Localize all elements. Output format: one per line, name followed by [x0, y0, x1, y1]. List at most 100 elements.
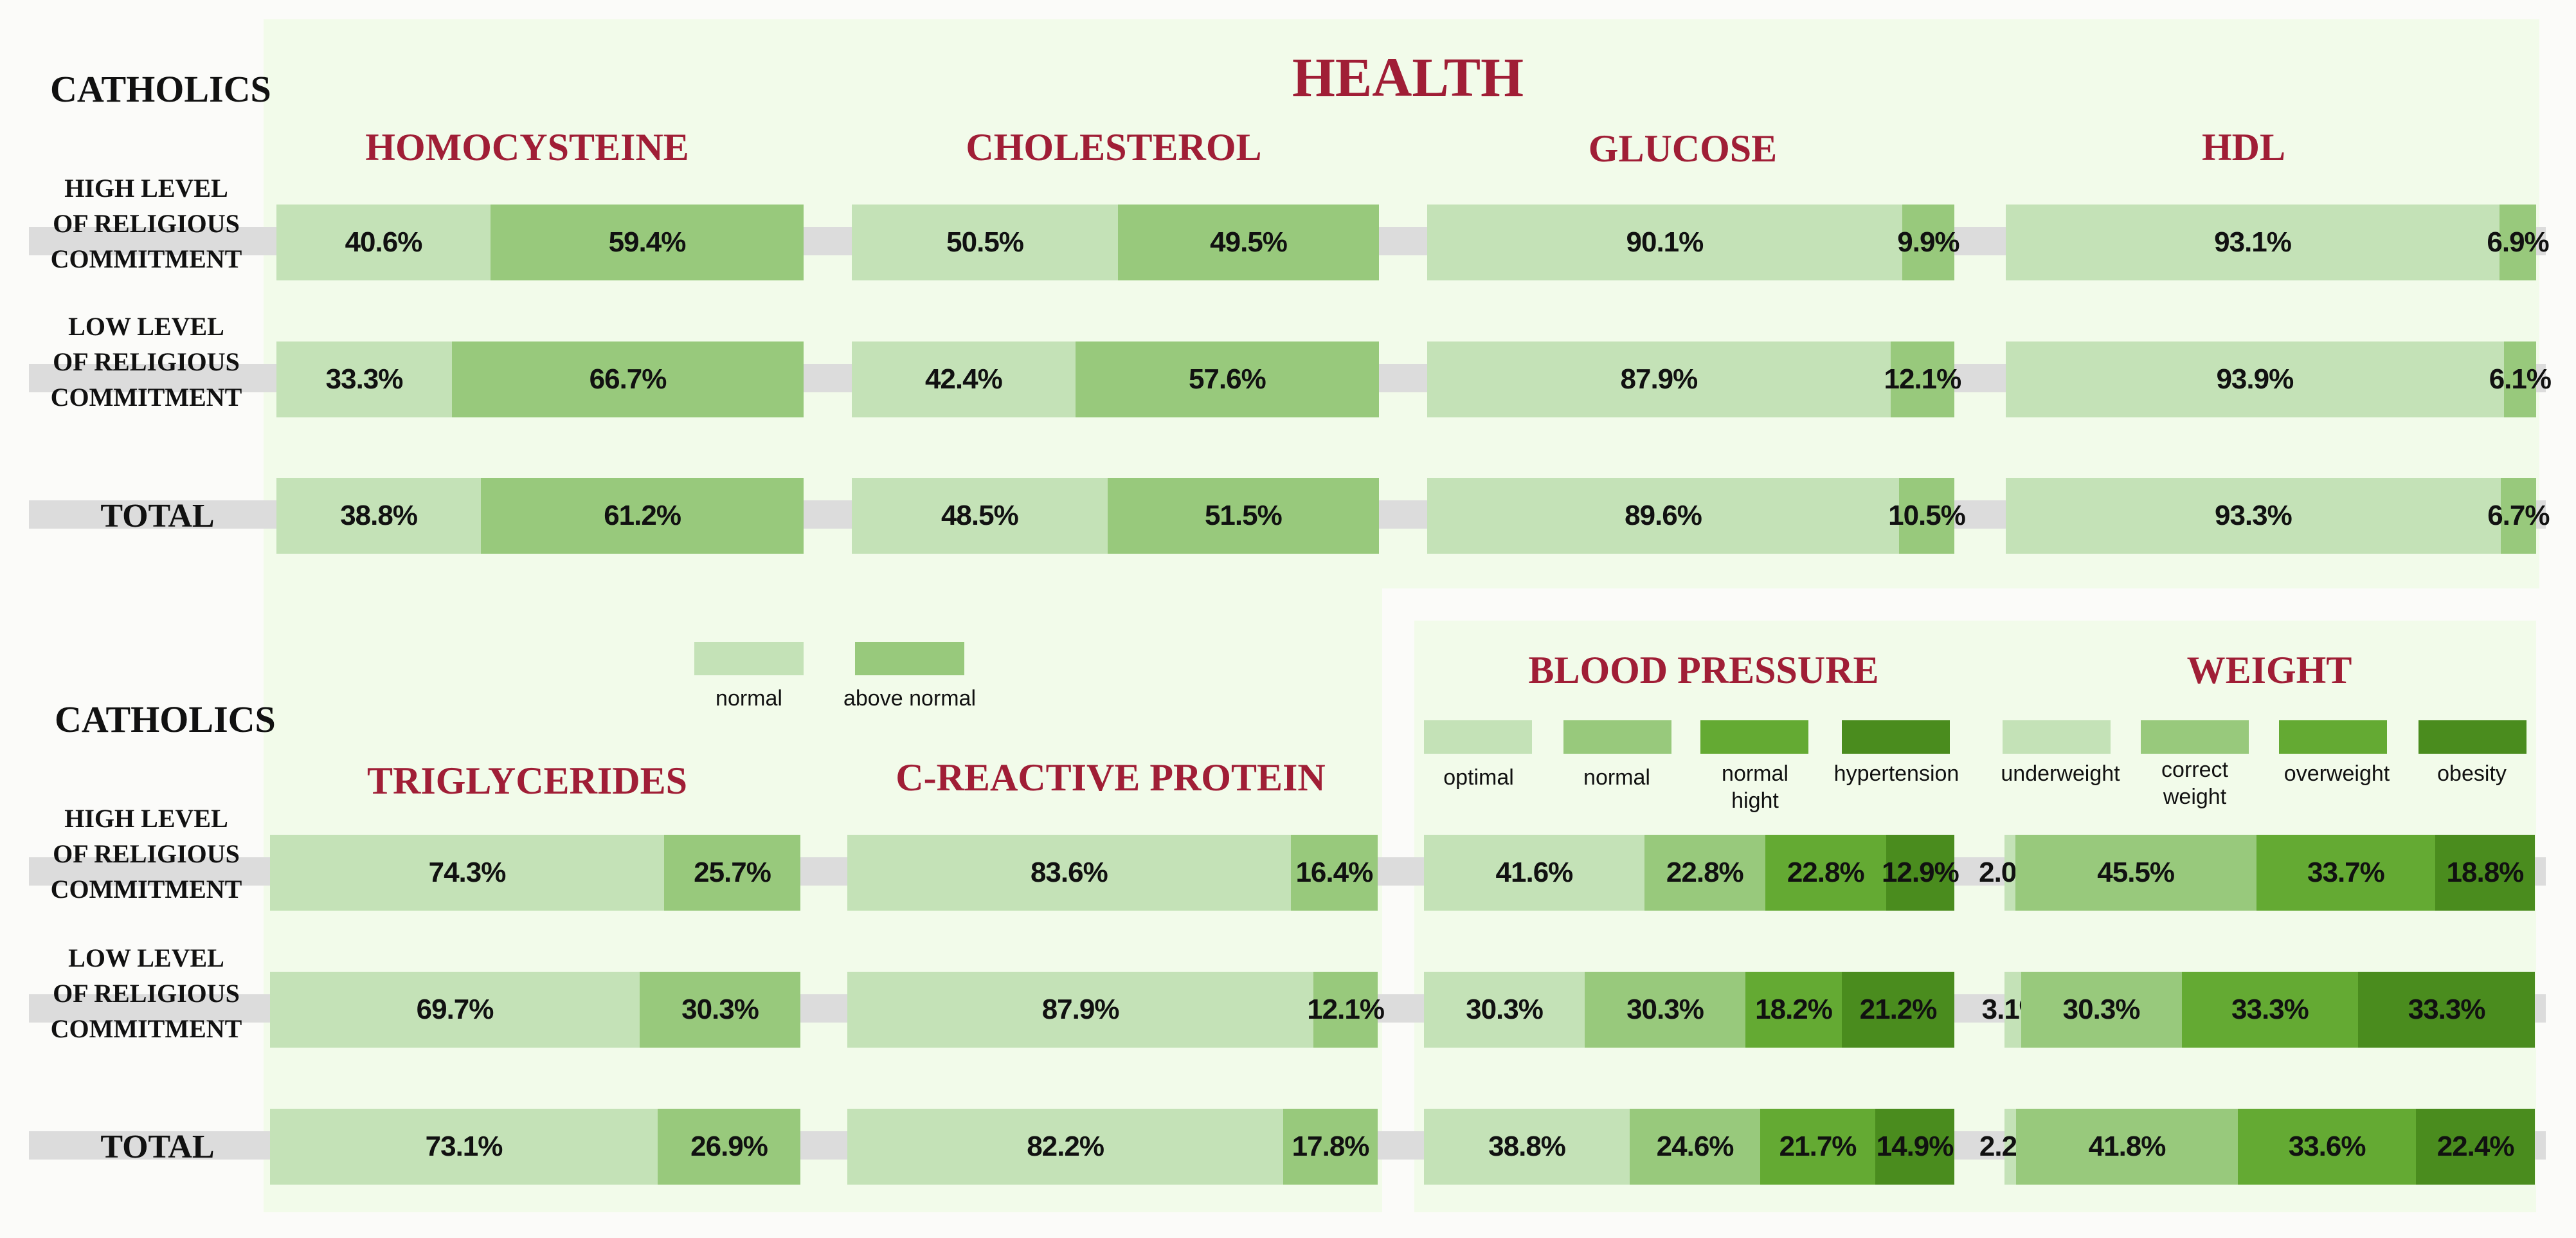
segment-blood-pressure-high-1: 41.6% — [1424, 835, 1644, 911]
title-blood-pressure: BLOOD PRESSURE — [1528, 649, 1879, 691]
data-label: 6.1% — [2489, 363, 2552, 395]
data-label: 51.5% — [1204, 500, 1283, 531]
data-label: 33.3% — [2231, 994, 2309, 1025]
bar-blood-pressure-high: 41.6% 22.8% 22.8% 12.9% — [1424, 835, 1959, 911]
segment-cholesterol-total-2: 51.5% — [1107, 478, 1379, 554]
data-label: 38.8% — [340, 500, 418, 531]
main-title: HEALTH — [1292, 46, 1524, 108]
section-label-top: CATHOLICS — [50, 68, 271, 110]
bar-glucose-low: 87.9% 12.1% — [1427, 341, 1961, 417]
bar-triglycerides-high: 74.3% 25.7% — [270, 835, 800, 911]
legend-swatch-underweight — [2003, 720, 2111, 754]
segment-homocysteine-total-1: 38.8% — [276, 478, 482, 554]
segment-glucose-total-2: 10.5% — [1888, 478, 1966, 554]
segment-triglycerides-high-1: 74.3% — [270, 835, 664, 911]
segment-c-reactive-protein-low-1: 87.9% — [847, 972, 1314, 1048]
data-label: 30.3% — [1466, 994, 1544, 1025]
segment-weight-low-1: 3.1% — [1982, 972, 2044, 1048]
data-label: 69.7% — [416, 994, 494, 1025]
segment-hdl-total-1: 93.3% — [2006, 478, 2501, 554]
data-label: 49.5% — [1210, 226, 1288, 258]
data-label: 18.8% — [2446, 857, 2525, 888]
segment-glucose-low-1: 87.9% — [1427, 341, 1891, 417]
segment-c-reactive-protein-high-2: 16.4% — [1290, 835, 1378, 911]
data-label: 12.9% — [1881, 857, 1959, 888]
segment-triglycerides-high-2: 25.7% — [663, 835, 800, 911]
legend-label-optimal: optimal — [1443, 765, 1514, 790]
bar-weight-high: 2.0% 45.5% 33.7% 18.8% — [1979, 835, 2535, 911]
data-label: 45.5% — [2097, 857, 2175, 888]
segment-blood-pressure-total-4: 14.9% — [1875, 1109, 1954, 1185]
data-label: 14.9% — [1876, 1131, 1954, 1162]
segment-glucose-high-2: 9.9% — [1897, 205, 1960, 280]
data-label: 38.8% — [1488, 1131, 1566, 1162]
data-label: 24.6% — [1656, 1131, 1734, 1162]
segment-blood-pressure-total-3: 21.7% — [1760, 1109, 1876, 1185]
legend-label-correct-weight: correct weight — [2161, 758, 2228, 809]
data-label: 59.4% — [608, 226, 687, 258]
legend-label-obesity: obesity — [2437, 761, 2507, 786]
segment-cholesterol-high-1: 50.5% — [852, 205, 1119, 280]
bar-homocysteine-high: 40.6% 59.4% — [276, 205, 804, 280]
segment-cholesterol-total-1: 48.5% — [852, 478, 1108, 554]
data-label: 30.3% — [681, 994, 759, 1025]
segment-c-reactive-protein-total-2: 17.8% — [1283, 1109, 1378, 1185]
data-label: 41.8% — [2088, 1131, 2166, 1162]
bar-homocysteine-low: 33.3% 66.7% — [276, 341, 804, 417]
segment-homocysteine-high-1: 40.6% — [276, 205, 491, 280]
data-label: 26.9% — [690, 1131, 768, 1162]
segment-blood-pressure-low-4: 21.2% — [1842, 972, 1954, 1048]
bar-c-reactive-protein-total: 82.2% 17.8% — [847, 1109, 1378, 1185]
legend-swatch-overweight — [2279, 720, 2387, 754]
legend-label-hypertension: hypertension — [1833, 761, 1959, 786]
data-label: 22.8% — [1666, 857, 1744, 888]
data-label: 48.5% — [941, 500, 1019, 531]
bar-blood-pressure-total: 38.8% 24.6% 21.7% 14.9% — [1424, 1109, 1954, 1185]
data-label: 50.5% — [946, 226, 1024, 258]
data-label: 93.1% — [2214, 226, 2292, 258]
segment-blood-pressure-total-2: 24.6% — [1630, 1109, 1761, 1185]
title-glucose: GLUCOSE — [1588, 127, 1778, 170]
data-label: 61.2% — [604, 500, 681, 531]
data-label: 42.4% — [924, 363, 1003, 395]
legend-swatch-normal-hight — [1700, 720, 1808, 754]
row-label-high-bottom: HIGH LEVEL OF RELIGIOUS COMMITMENT — [50, 804, 242, 904]
title-weight: WEIGHT — [2186, 649, 2352, 691]
data-label: 25.7% — [694, 857, 771, 888]
data-label: 17.8% — [1292, 1131, 1370, 1162]
segment-glucose-total-1: 89.6% — [1427, 478, 1899, 554]
segment-weight-total-3: 33.6% — [2237, 1109, 2417, 1185]
segment-weight-total-1: 2.2% — [1979, 1109, 2042, 1185]
row-label-low-bottom: LOW LEVEL OF RELIGIOUS COMMITMENT — [50, 943, 242, 1043]
segment-glucose-low-2: 12.1% — [1884, 341, 1961, 417]
bar-cholesterol-high: 50.5% 49.5% — [852, 205, 1379, 280]
data-label: 22.8% — [1787, 857, 1865, 888]
segment-cholesterol-high-2: 49.5% — [1118, 205, 1379, 280]
data-label: 87.9% — [1620, 363, 1698, 395]
segment-cholesterol-low-2: 57.6% — [1075, 341, 1379, 417]
segment-glucose-high-1: 90.1% — [1427, 205, 1902, 280]
segment-hdl-total-2: 6.7% — [2487, 478, 2550, 554]
legend-label-normal: normal — [716, 686, 782, 711]
segment-hdl-high-2: 6.9% — [2487, 205, 2550, 280]
segment-weight-total-4: 22.4% — [2416, 1109, 2535, 1185]
legend-label-above-normal: above normal — [843, 686, 976, 711]
data-label: 90.1% — [1626, 226, 1704, 258]
bar-cholesterol-total: 48.5% 51.5% — [852, 478, 1379, 554]
segment-triglycerides-low-1: 69.7% — [270, 972, 640, 1048]
data-label: 16.4% — [1295, 857, 1373, 888]
segment-c-reactive-protein-high-1: 83.6% — [847, 835, 1291, 911]
legend-swatch-obesity — [2418, 720, 2526, 754]
data-label: 33.7% — [2307, 857, 2385, 888]
legend-swatch-correct-weight — [2141, 720, 2249, 754]
segment-homocysteine-low-2: 66.7% — [452, 341, 804, 417]
segment-blood-pressure-low-1: 30.3% — [1424, 972, 1585, 1048]
legend-swatch-above-normal — [855, 642, 964, 675]
data-label: 9.9% — [1897, 226, 1959, 258]
segment-cholesterol-low-1: 42.4% — [852, 341, 1076, 417]
data-label: 30.3% — [2062, 994, 2141, 1025]
segment-blood-pressure-high-4: 12.9% — [1882, 835, 1959, 911]
data-label: 12.1% — [1884, 363, 1962, 395]
segment-triglycerides-total-2: 26.9% — [658, 1109, 800, 1185]
segment-blood-pressure-low-2: 30.3% — [1584, 972, 1745, 1048]
